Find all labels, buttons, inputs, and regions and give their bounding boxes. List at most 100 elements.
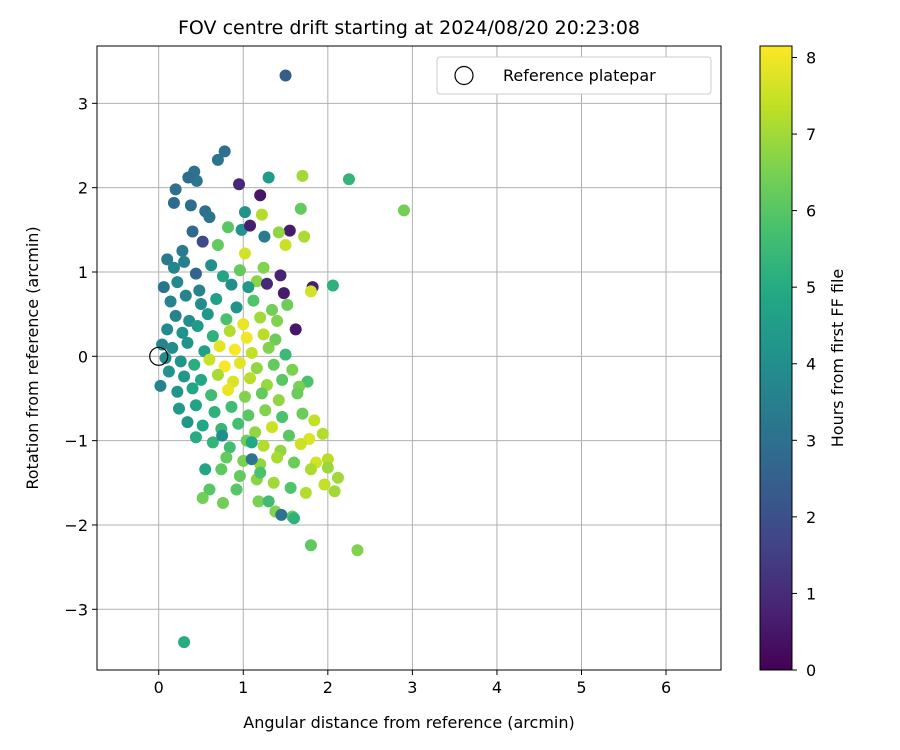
- scatter-point: [304, 463, 317, 476]
- scatter-point: [326, 279, 339, 292]
- scatter-point: [206, 436, 219, 449]
- scatter-point: [298, 230, 311, 243]
- y-tick-label: 1: [78, 263, 88, 282]
- x-tick-label: 1: [238, 678, 248, 697]
- y-tick-label: −1: [64, 432, 88, 451]
- scatter-point: [225, 400, 238, 413]
- y-tick-label: 3: [78, 94, 88, 113]
- scatter-point: [233, 357, 246, 370]
- scatter-point: [179, 289, 192, 302]
- y-tick-label: −2: [64, 516, 88, 535]
- scatter-point: [262, 495, 275, 508]
- scatter-point: [216, 270, 229, 283]
- scatter-point: [174, 355, 187, 368]
- legend-box: [436, 56, 712, 95]
- colorbar-tick-label: 5: [806, 278, 816, 297]
- scatter-point: [196, 235, 209, 248]
- scatter-point: [161, 323, 174, 336]
- scatter-point: [267, 476, 280, 489]
- scatter-point: [196, 491, 209, 504]
- scatter-point: [164, 295, 177, 308]
- scatter-point: [288, 456, 301, 469]
- scatter-point: [269, 333, 282, 346]
- scatter-point: [213, 340, 226, 353]
- scatter-point: [206, 330, 219, 343]
- colorbar-tick-label: 0: [806, 661, 816, 680]
- scatter-point: [230, 483, 243, 496]
- scatter-point: [178, 636, 191, 649]
- scatter-point: [272, 226, 285, 239]
- scatter-point: [277, 287, 290, 300]
- scatter-point: [191, 319, 204, 332]
- scatter-point: [230, 301, 243, 314]
- scatter-point: [176, 326, 189, 339]
- scatter-point: [331, 471, 344, 484]
- scatter-point: [316, 427, 329, 440]
- scatter-point: [267, 358, 280, 371]
- scatter-point: [254, 311, 267, 324]
- scatter-point: [216, 429, 229, 442]
- y-axis-ticks: −3 −2 −1 0 1 2 3: [64, 94, 97, 619]
- scatter-point: [288, 512, 301, 525]
- scatter-point: [250, 362, 263, 375]
- scatter-point: [257, 439, 270, 452]
- scatter-point: [342, 173, 355, 186]
- scatter-point: [244, 372, 257, 385]
- scatter-point: [279, 69, 292, 82]
- scatter-point: [289, 323, 302, 336]
- scatter-point: [189, 431, 202, 444]
- scatter-point: [196, 419, 209, 432]
- colorbar-tick-label: 4: [806, 355, 816, 374]
- scatter-point: [281, 298, 294, 311]
- scatter-point: [205, 389, 218, 402]
- scatter-point: [215, 463, 228, 476]
- scatter-point: [233, 178, 246, 191]
- scatter-point: [218, 360, 231, 373]
- scatter-point: [188, 358, 201, 371]
- scatter-point: [157, 281, 170, 294]
- scatter-point: [282, 429, 295, 442]
- x-tick-label: 4: [492, 678, 502, 697]
- scatter-point: [167, 261, 180, 274]
- plot-frame: [96, 45, 722, 671]
- scatter-point: [162, 365, 175, 378]
- x-tick-label: 0: [154, 678, 164, 697]
- scatter-point: [245, 436, 258, 449]
- scatter-point: [228, 343, 241, 356]
- colorbar-tick-label: 6: [806, 202, 816, 221]
- scatter-point: [232, 417, 245, 430]
- scatter-point: [193, 284, 206, 297]
- scatter-point: [266, 421, 279, 434]
- scatter-point: [304, 539, 317, 552]
- scatter-point: [271, 451, 284, 464]
- scatter-point: [169, 183, 182, 196]
- scatter-point: [296, 169, 309, 182]
- y-axis-label: Rotation from reference (arcmin): [23, 226, 42, 489]
- colorbar: 0 1 2 3 4 5 6 7 8 Hours from first FF file: [759, 45, 847, 680]
- scatter-point: [397, 204, 410, 217]
- scatter-point: [257, 261, 270, 274]
- scatter-point: [189, 399, 202, 412]
- scatter-point: [245, 453, 258, 466]
- scatter-point: [171, 276, 184, 289]
- colorbar-tick-label: 2: [806, 508, 816, 527]
- scatter-point: [252, 495, 265, 508]
- scatter-point: [271, 314, 284, 327]
- scatter-point: [220, 313, 233, 326]
- scatter-point: [321, 453, 334, 466]
- scatter-point: [262, 341, 275, 354]
- scatter-point: [238, 247, 251, 260]
- scatter-point: [238, 390, 251, 403]
- scatter-point: [181, 416, 194, 429]
- scatter-point: [249, 426, 262, 439]
- scatter-point: [294, 438, 307, 451]
- scatter-point: [199, 463, 212, 476]
- scatter-point: [222, 221, 235, 234]
- scatter-point: [186, 382, 199, 395]
- scatter-point: [255, 208, 268, 221]
- scatter-point: [299, 486, 312, 499]
- scatter-point: [184, 199, 197, 212]
- scatter-point: [211, 239, 224, 252]
- reference-platepar-marker: [149, 346, 169, 366]
- y-tick-label: 2: [78, 179, 88, 198]
